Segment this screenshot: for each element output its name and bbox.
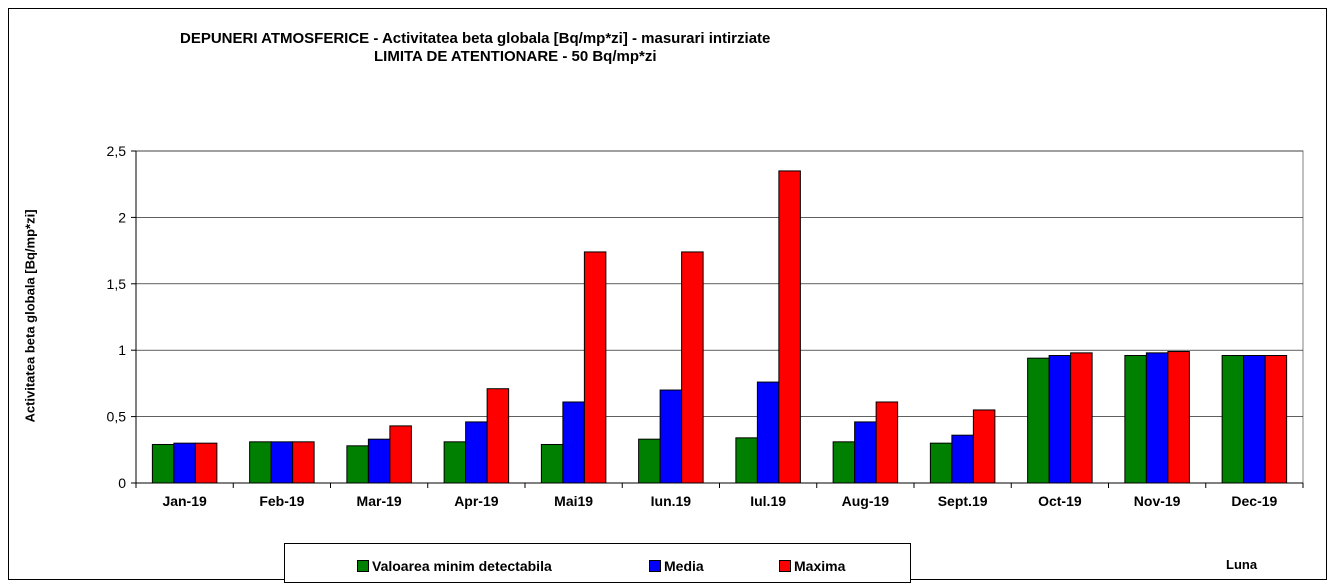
legend-swatch-blue xyxy=(649,560,661,572)
x-tick-label: Feb-19 xyxy=(259,493,304,509)
x-tick-label: Oct-19 xyxy=(1038,493,1082,509)
plot-area xyxy=(135,150,1304,484)
legend-swatch-green xyxy=(357,560,369,572)
bar xyxy=(1167,351,1190,484)
y-tick-label: 2 xyxy=(118,209,126,225)
bar xyxy=(832,441,856,484)
y-tick-label: 0,5 xyxy=(107,409,127,425)
bar xyxy=(638,438,661,484)
bar xyxy=(1221,355,1245,484)
legend: Valoarea minim detectabila Media Maxima xyxy=(284,543,911,583)
bar xyxy=(367,438,391,484)
bar xyxy=(1145,352,1169,484)
chart-subtitle: LIMITA DE ATENTIONARE - 50 Bq/mp*zi xyxy=(374,48,657,65)
chart-title: DEPUNERI ATMOSFERICE - Activitatea beta … xyxy=(180,30,771,47)
bar xyxy=(735,437,758,484)
bar xyxy=(778,170,801,484)
y-tick-label: 1 xyxy=(118,342,126,358)
bar xyxy=(562,401,585,484)
bar xyxy=(465,421,488,484)
bar xyxy=(194,442,218,484)
bar xyxy=(1048,355,1072,484)
x-tick-label: Iun.19 xyxy=(651,493,692,509)
y-axis-title: Activitatea beta globala [Bq/mp*zi] xyxy=(22,209,38,423)
legend-item-media: Media xyxy=(649,558,704,574)
bar xyxy=(151,443,175,484)
bar xyxy=(1264,355,1288,484)
legend-label: Valoarea minim detectabila xyxy=(372,558,552,574)
x-tick-label: Mai19 xyxy=(554,493,593,509)
legend-label: Media xyxy=(664,558,704,574)
bar xyxy=(659,389,683,484)
bar xyxy=(486,388,510,484)
bar xyxy=(540,443,564,484)
x-tick-label: Apr-19 xyxy=(454,493,499,509)
legend-label: Maxima xyxy=(794,558,846,574)
bar xyxy=(972,409,996,484)
x-tick-label: Nov-19 xyxy=(1134,493,1181,509)
y-tick-label: 2,5 xyxy=(107,143,127,159)
bar xyxy=(292,441,315,484)
x-tick-label: Mar-19 xyxy=(357,493,402,509)
bar xyxy=(249,441,272,484)
bar xyxy=(346,445,369,484)
bar xyxy=(756,381,780,484)
x-tick-label: Jan-19 xyxy=(162,493,207,509)
x-tick-label: Aug-19 xyxy=(842,493,890,509)
bar xyxy=(173,442,196,484)
bars xyxy=(151,170,1288,484)
bar xyxy=(951,434,974,484)
x-tick-label: Dec-19 xyxy=(1231,493,1277,509)
x-tick-label: Sept.19 xyxy=(938,493,988,509)
bar xyxy=(854,421,877,484)
legend-item-maxima: Maxima xyxy=(779,558,845,574)
bar xyxy=(270,441,294,484)
bar xyxy=(1124,355,1147,484)
y-tick-label: 0 xyxy=(118,475,126,491)
bar xyxy=(1070,352,1093,484)
x-tick-label: Iul.19 xyxy=(750,493,786,509)
legend-item-valoarea: Valoarea minim detectabila xyxy=(357,558,552,574)
legend-swatch-red xyxy=(779,560,791,572)
bar xyxy=(929,442,953,484)
y-tick-label: 1,5 xyxy=(107,276,127,292)
x-axis-title: Luna xyxy=(1226,557,1258,572)
bar xyxy=(443,441,467,484)
bar xyxy=(875,401,899,484)
gridlines xyxy=(135,150,1304,484)
bar xyxy=(681,251,704,484)
bar xyxy=(1027,357,1050,484)
bar xyxy=(1243,355,1266,484)
axes: 0 0,5 1 1,5 2 2,5 Jan-19 Feb-19 Mar-19 Apr-19 Mai1… xyxy=(107,143,1304,509)
bar xyxy=(389,425,412,484)
bar xyxy=(583,251,607,484)
